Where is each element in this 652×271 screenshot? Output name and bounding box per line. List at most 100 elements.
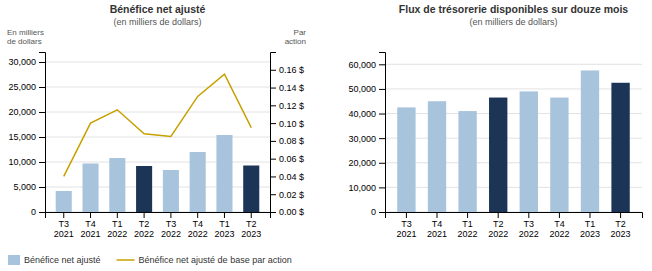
chart-panel: 05,00010,00015,00020,00025,00030,0000.00…	[7, 3, 306, 265]
axis-line	[379, 53, 386, 213]
tick: 10,000	[8, 157, 45, 167]
tick: T22023	[241, 212, 261, 239]
tick: 30,000	[348, 134, 385, 144]
tick-mark	[559, 212, 560, 218]
tick: 5,000	[13, 182, 45, 192]
tick-label: T22022	[488, 219, 508, 239]
chart-svg: 05,00010,00015,00020,00025,00030,0000.00…	[0, 0, 652, 271]
bar	[83, 164, 99, 213]
tick: T32022	[519, 212, 539, 239]
tick-mark	[39, 112, 45, 113]
tick-mark	[379, 138, 385, 139]
tick-mark	[379, 64, 385, 65]
tick-mark	[270, 176, 276, 177]
tick: 0.08 $	[270, 136, 304, 146]
tick-label: 0.10 $	[279, 118, 304, 128]
tick: 30,000	[8, 57, 45, 67]
tick-label: T12022	[458, 219, 478, 239]
tick-label: 0.14 $	[279, 83, 304, 93]
tick: T12022	[458, 212, 478, 239]
tick-mark	[90, 212, 91, 218]
bar	[56, 191, 72, 212]
tick: T32022	[161, 212, 181, 239]
tick: 20,000	[8, 107, 45, 117]
tick-label: T22022	[134, 219, 154, 239]
tick-label: T12022	[107, 219, 127, 239]
tick-label: 0	[31, 207, 36, 217]
tick-label: 0.12 $	[279, 101, 304, 111]
axis-x: T32021T42021T12022T22022T32022T42022T120…	[46, 212, 271, 239]
tick-mark	[589, 212, 590, 218]
tick-label: T42022	[549, 219, 569, 239]
tick: T42021	[427, 212, 447, 239]
tick-mark	[467, 212, 468, 218]
tick-label: T32021	[396, 219, 416, 239]
tick-label: 0.00 $	[279, 207, 304, 217]
tick: 0.00 $	[270, 207, 304, 217]
tick-mark	[270, 88, 276, 89]
tick-mark	[170, 212, 171, 218]
tick: T22022	[488, 212, 508, 239]
tick: T12023	[580, 212, 600, 239]
bar	[109, 158, 125, 212]
tick-mark	[379, 212, 385, 213]
axis-y: 010,00020,00030,00040,00050,00060,000	[348, 53, 385, 218]
tick: 0.14 $	[270, 83, 304, 93]
grid-line	[45, 112, 270, 113]
tick-mark	[379, 163, 385, 164]
tick-label: T12023	[214, 219, 234, 239]
tick: T12023	[214, 212, 234, 239]
axis-line	[271, 53, 277, 213]
tick: 50,000	[348, 84, 385, 94]
grid-line	[45, 137, 270, 138]
grid	[385, 64, 642, 212]
bar	[216, 135, 232, 212]
bar	[136, 166, 152, 212]
bar	[581, 70, 599, 212]
tick: 20,000	[348, 158, 385, 168]
tick-label: 60,000	[348, 60, 376, 70]
tick-mark	[39, 62, 45, 63]
tick-label: 10,000	[8, 157, 36, 167]
tick: T22023	[611, 212, 631, 239]
tick-mark	[197, 212, 198, 218]
tick-label: 25,000	[8, 82, 36, 92]
tick-mark	[379, 89, 385, 90]
tick: 0.10 $	[270, 118, 304, 128]
grid-line	[45, 62, 270, 63]
tick-mark	[39, 87, 45, 88]
legend-swatch	[117, 259, 135, 261]
chart-root: 05,00010,00015,00020,00025,00030,0000.00…	[0, 0, 652, 271]
bar	[550, 98, 568, 212]
tick-label: 0.04 $	[279, 172, 304, 182]
bar-series	[56, 135, 260, 212]
tick: 0	[371, 207, 385, 217]
grid	[45, 62, 270, 212]
axis-y: 05,00010,00015,00020,00025,00030,000	[8, 53, 45, 218]
bar	[397, 107, 415, 212]
axis-x: T32021 T42021 T12022 T22022 T32022 T42022 T120…	[386, 212, 643, 239]
tick-label: 50,000	[348, 84, 376, 94]
tick-mark	[144, 212, 145, 218]
tick-mark	[270, 141, 276, 142]
tick: T42022	[549, 212, 569, 239]
title: Flux de trésorerie disponibles sur douze…	[399, 3, 628, 15]
tick-mark	[270, 194, 276, 195]
tick-label: 0.02 $	[279, 190, 304, 200]
tick: T42022	[188, 212, 208, 239]
tick-label: T42022	[188, 219, 208, 239]
tick-label: 10,000	[348, 183, 376, 193]
tick-label: T42021	[81, 219, 101, 239]
grid-line	[385, 88, 642, 89]
tick: T22022	[134, 212, 154, 239]
plot-area	[397, 70, 630, 212]
tick-mark	[379, 187, 385, 188]
tick-label: T12023	[580, 219, 600, 239]
tick-mark	[620, 212, 621, 218]
subtitle: (en milliers de dollars)	[469, 17, 557, 27]
bar	[458, 111, 476, 212]
title: Bénéfice net ajusté	[110, 3, 206, 15]
tick-label: 0.06 $	[279, 154, 304, 164]
tick-mark	[528, 212, 529, 218]
tick-mark	[251, 212, 252, 218]
